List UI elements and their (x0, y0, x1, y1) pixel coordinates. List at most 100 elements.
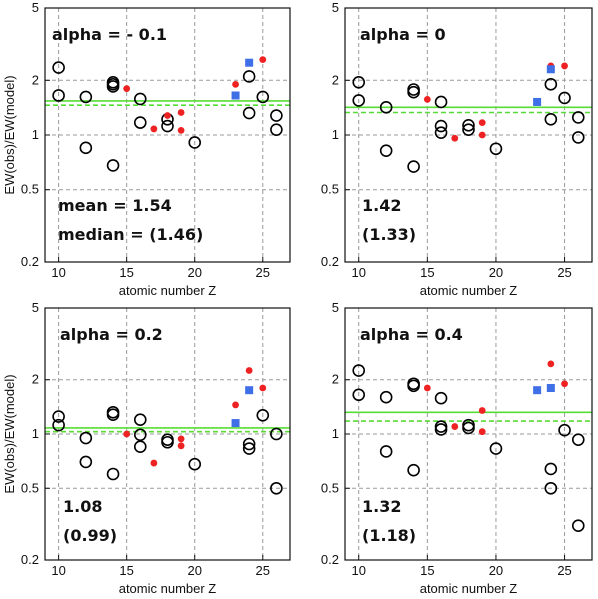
data-point-circle (256, 90, 270, 104)
data-point-circle (407, 160, 420, 173)
data-point-red-dot (259, 384, 267, 392)
data-point-red-dot (232, 80, 239, 88)
data-point-circle (352, 388, 366, 402)
plot-frame (44, 307, 291, 561)
y-tick-label: 2 (32, 372, 39, 387)
data-point-circle (407, 379, 420, 393)
data-point-circle (106, 467, 120, 481)
data-point-circle (106, 159, 120, 172)
y-tick-label: 0.2 (21, 552, 39, 567)
data-point-red-dot (123, 430, 131, 438)
data-point-circle (270, 427, 283, 441)
data-point-blue-square (533, 386, 542, 395)
x-tick-label: 20 (187, 265, 201, 280)
data-point-red-dot (150, 125, 158, 133)
data-point-circle (79, 90, 93, 104)
mean-value: 1.08 (63, 497, 102, 516)
data-point-circle (544, 462, 558, 476)
y-tick-label: 0.2 (21, 254, 39, 269)
data-point-circle (434, 119, 448, 133)
data-point-circle (133, 116, 147, 129)
data-point-circle (242, 70, 256, 83)
data-point-circle (133, 428, 147, 442)
data-point-circle (79, 431, 93, 445)
data-point-blue-square (546, 383, 555, 392)
y-axis-label: EW(obs)/EW(model) (2, 75, 17, 194)
panel-title: alpha = 0.2 (60, 325, 163, 344)
data-point-red-dot (232, 401, 239, 409)
x-tick-label: 10 (51, 265, 65, 280)
panel-title: alpha = 0 (360, 25, 446, 44)
data-point-red-dot (561, 62, 568, 70)
panel-title: alpha = 0.4 (360, 325, 463, 344)
data-point-circle (434, 126, 448, 139)
data-point-circle (571, 131, 585, 144)
data-point-circle (79, 455, 93, 469)
data-point-circle (256, 408, 270, 422)
x-tick-label: 15 (420, 563, 434, 578)
x-tick-label: 20 (187, 563, 201, 578)
data-point-circle (161, 433, 174, 446)
data-point-circle (544, 78, 558, 91)
y-tick-label: 5 (32, 300, 39, 315)
x-tick-label: 15 (420, 265, 434, 280)
data-point-red-dot (423, 96, 431, 103)
median-value: (1.18) (362, 526, 416, 545)
x-axis-label: atomic number Z (119, 581, 217, 596)
data-point-circle (242, 106, 256, 120)
data-point-circle (106, 80, 120, 93)
data-point-circle (489, 442, 503, 455)
mean-value: mean = 1.54 (58, 196, 172, 215)
median-value: median = (1.46) (58, 225, 203, 244)
data-point-circle (379, 390, 393, 404)
data-point-red-dot (164, 112, 171, 119)
y-tick-label: 1 (32, 127, 39, 142)
y-axis-label: EW(obs)/EW(model) (2, 374, 17, 493)
data-point-circle (434, 95, 448, 109)
x-tick-label: 25 (557, 563, 571, 578)
data-point-circle (352, 76, 366, 89)
data-point-circle (133, 92, 147, 106)
data-point-red-dot (478, 119, 486, 127)
data-point-blue-square (245, 58, 254, 67)
data-point-circle (462, 421, 475, 435)
data-point-circle (133, 413, 147, 427)
mean-value: 1.32 (362, 497, 401, 516)
x-axis-label: atomic number Z (420, 283, 518, 298)
x-tick-label: 15 (119, 265, 133, 280)
data-point-circle (270, 123, 283, 136)
data-point-circle (571, 111, 585, 124)
data-point-circle (462, 119, 475, 132)
x-tick-label: 10 (51, 563, 65, 578)
x-axis-label: atomic number Z (420, 581, 518, 596)
data-point-circle (571, 519, 585, 532)
data-point-circle (242, 442, 256, 455)
x-tick-label: 10 (351, 563, 365, 578)
data-point-red-dot (547, 360, 555, 368)
data-point-circle (571, 433, 585, 446)
data-point-circle (106, 408, 120, 421)
data-point-circle (558, 91, 571, 105)
data-point-circle (379, 445, 393, 458)
y-tick-label: 0.5 (21, 480, 39, 495)
y-tick-label: 5 (32, 0, 39, 15)
y-tick-label: 0.2 (321, 552, 339, 567)
x-tick-label: 10 (351, 265, 365, 280)
y-tick-label: 1 (332, 426, 339, 441)
x-tick-label: 20 (489, 563, 503, 578)
data-point-red-dot (150, 459, 158, 467)
y-tick-label: 1 (332, 127, 339, 142)
data-point-red-dot (451, 423, 459, 430)
data-point-blue-square (533, 97, 542, 106)
data-point-circle (379, 101, 393, 114)
y-tick-label: 1 (32, 426, 39, 441)
data-point-red-dot (177, 109, 185, 116)
x-tick-label: 25 (256, 563, 270, 578)
data-point-circle (352, 364, 366, 377)
data-point-red-dot (478, 131, 486, 139)
data-point-circle (558, 423, 571, 437)
